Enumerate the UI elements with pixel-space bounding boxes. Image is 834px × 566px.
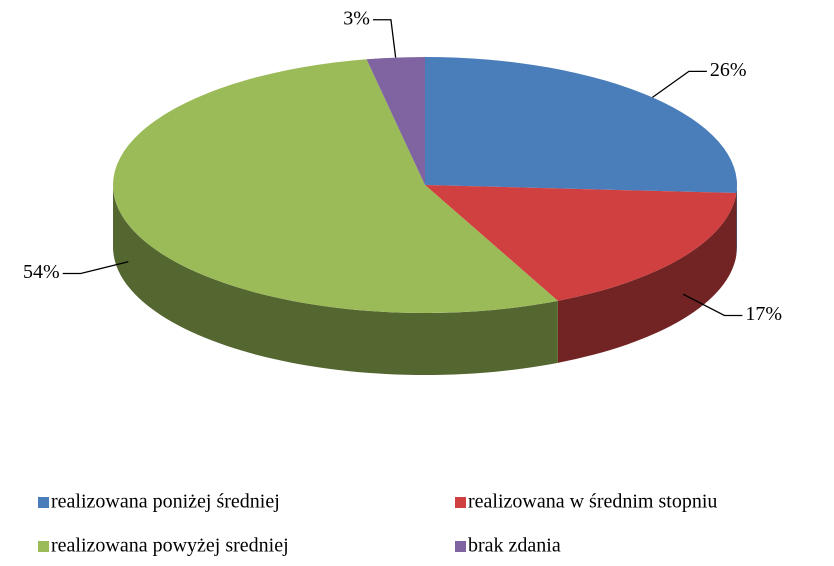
pie-slice (113, 59, 558, 313)
legend-label: realizowana w średnim stopniu (468, 491, 717, 513)
legend-marker (455, 497, 466, 508)
leader-line (372, 19, 397, 58)
legend-label: realizowana poniżej średniej (51, 491, 280, 513)
data-label: 3% (343, 7, 370, 29)
pie-slice (366, 57, 425, 185)
legend-label: brak zdania (468, 535, 561, 557)
leader-line (682, 293, 743, 317)
legend-marker (38, 541, 49, 552)
data-label: 17% (745, 303, 782, 325)
legend-marker (455, 541, 466, 552)
legend-label: realizowana powyżej sredniej (51, 535, 289, 557)
pie-side (557, 193, 737, 363)
legend-marker (38, 497, 49, 508)
pie-slice (425, 185, 737, 301)
pie-slice (425, 57, 737, 194)
pie-side (736, 185, 737, 256)
data-label: 54% (23, 261, 60, 283)
leader-line (652, 70, 707, 98)
data-label: 26% (710, 59, 747, 81)
pie-side (113, 185, 558, 375)
leader-line (62, 261, 129, 275)
